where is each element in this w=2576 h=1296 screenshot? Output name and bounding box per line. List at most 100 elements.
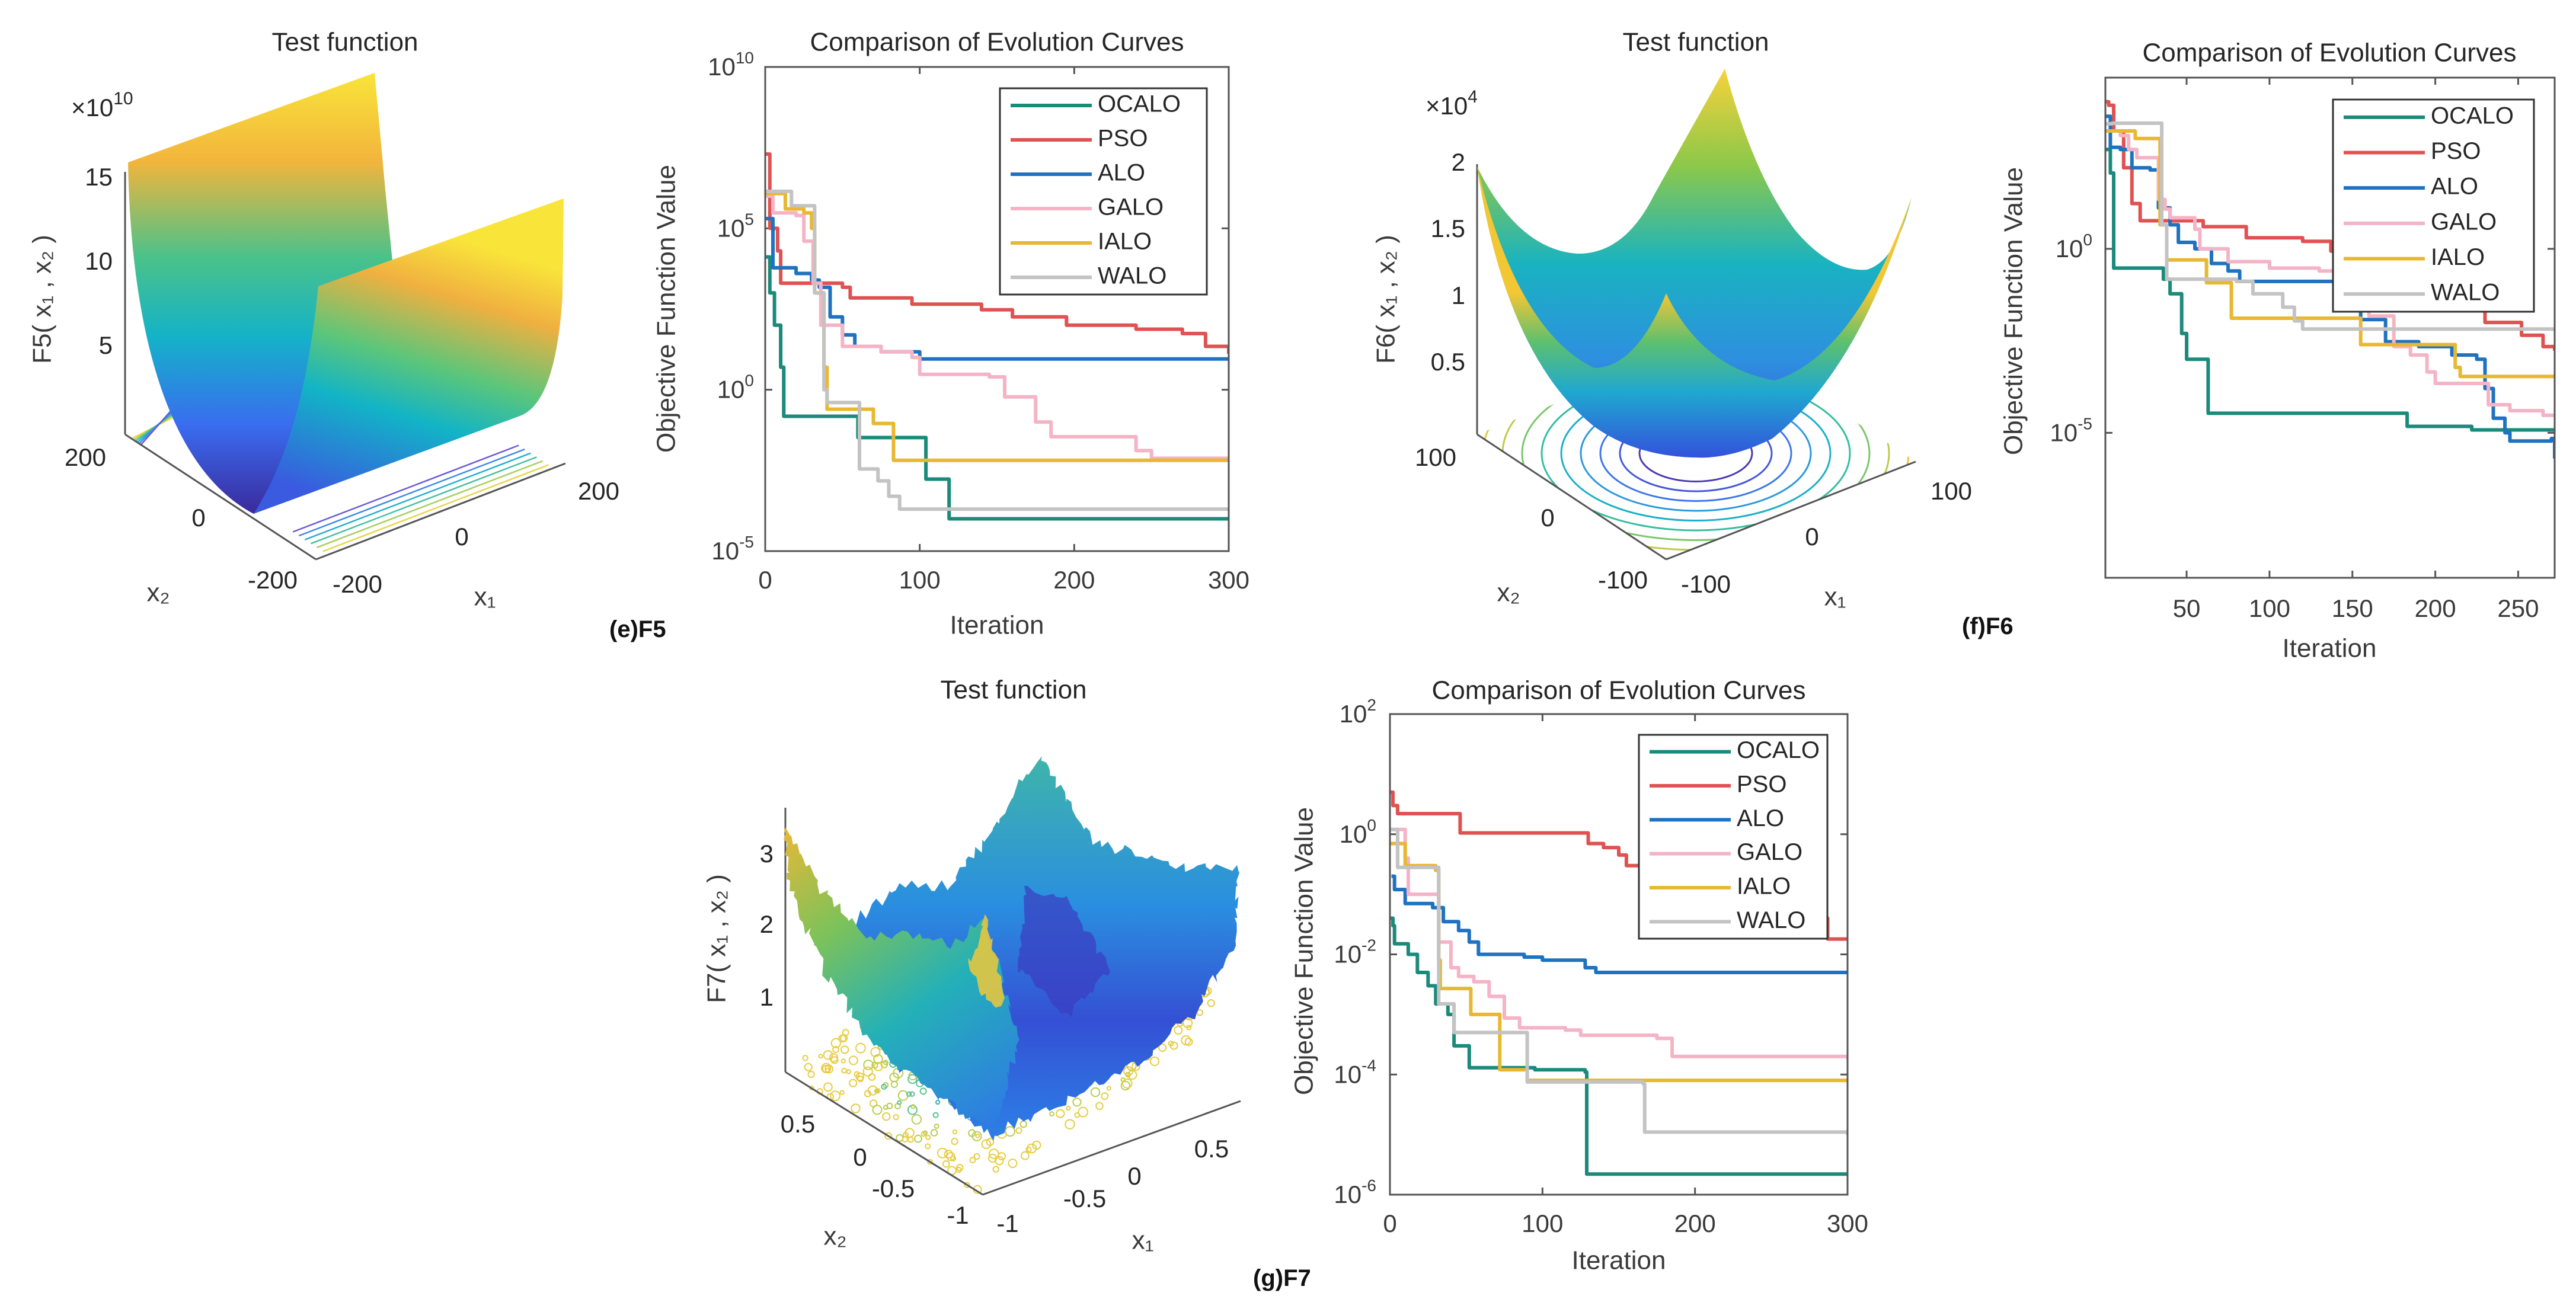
legend-item-galo: GALO — [2344, 209, 2497, 235]
f7-x2-label: x₂ — [823, 1222, 846, 1251]
legend-item-alo: ALO — [1650, 805, 1784, 831]
f6-series-walo — [2105, 121, 2555, 331]
f5-x2-tick: -200 — [248, 566, 298, 594]
legend-label: PSO — [2431, 138, 2481, 164]
contour-blob — [875, 1088, 881, 1094]
f7-x1-tick: -1 — [996, 1209, 1018, 1237]
contour-blob — [907, 1074, 918, 1084]
f7-z-tick: 3 — [760, 840, 774, 868]
f7-z-label: F7( x₁ , x₂ ) — [702, 874, 731, 1003]
f5-x-tick-label: 0 — [758, 566, 772, 594]
f7-series-galo — [1390, 827, 1848, 1060]
f7-series-walo — [1390, 827, 1848, 1135]
contour-blob — [804, 1063, 813, 1071]
f5-x-tick-label: 100 — [899, 566, 941, 594]
contour-blob — [992, 1166, 999, 1173]
contour-line — [304, 452, 531, 540]
f6-x1-label: x₁ — [1824, 583, 1846, 612]
legend-label: IALO — [1737, 873, 1791, 900]
legend-label: IALO — [1098, 229, 1152, 255]
f7-surface-valley — [1017, 885, 1111, 1017]
contour-blob — [919, 1087, 927, 1095]
legend-label: ALO — [2431, 174, 2478, 200]
contour-blob — [848, 1055, 858, 1065]
f5-y-tick-label: 10-5 — [711, 533, 754, 565]
legend-label: WALO — [1098, 263, 1166, 289]
contour-blob — [981, 1139, 992, 1150]
f5-x1-tick: 200 — [578, 477, 619, 505]
contour-blob — [855, 1042, 866, 1054]
contour-blob — [930, 1129, 938, 1137]
f6-legend: OCALO PSO ALO GALO IALO WALO — [2332, 98, 2535, 313]
contour-blob — [937, 1147, 948, 1159]
f5-surface-right-wall — [254, 199, 564, 514]
legend-item-walo: WALO — [1650, 907, 1805, 933]
f5-convergence-chart: Comparison of Evolution Curves Iteration O… — [652, 28, 1249, 640]
legend-label: OCALO — [2431, 103, 2514, 129]
f7-convergence-chart: Comparison of Evolution Curves Iteration O… — [1290, 676, 1868, 1275]
contour-blob — [864, 1090, 872, 1097]
legend-label: OCALO — [1737, 737, 1820, 763]
legend-item-ocalo: OCALO — [1011, 91, 1181, 117]
f7-x1-tick: 0 — [1127, 1162, 1141, 1190]
contour-blob — [1120, 1080, 1131, 1091]
f7-surface-plot: Test function 1 2 3 0.5 0 -0.5 -1 -1 -0.… — [702, 676, 1241, 1255]
f5-surface-title: Test function — [271, 28, 418, 57]
f5-z-tick: 5 — [99, 331, 113, 359]
f5-x-tick-label: 200 — [1053, 566, 1095, 594]
contour-blob — [956, 1164, 964, 1172]
panel-label-e: (e)F5 — [609, 616, 666, 642]
f7-surface-title: Test function — [940, 676, 1086, 705]
contour-blob — [863, 1060, 874, 1070]
f6-surface-title: Test function — [1622, 28, 1769, 57]
contour-blob — [1015, 1127, 1022, 1134]
contour-blob — [1196, 1009, 1203, 1016]
legend-label: IALO — [2431, 244, 2485, 270]
contour-blob — [896, 1134, 904, 1142]
legend-item-ialo: IALO — [1650, 873, 1791, 900]
f6-x1-axis — [1666, 460, 1916, 561]
contour-blob — [821, 1063, 832, 1074]
f7-x2-tick: -1 — [947, 1201, 969, 1229]
f7-x2-tick: -0.5 — [872, 1175, 915, 1202]
f6-x2-tick: 100 — [1415, 443, 1456, 471]
f6-series-ocalo — [2105, 148, 2555, 432]
contour-blob — [841, 1067, 848, 1074]
contour-blob — [1149, 1056, 1160, 1067]
contour-blob — [862, 1066, 873, 1077]
f7-x-tick-label: 100 — [1522, 1209, 1563, 1237]
contour-blob — [925, 1143, 931, 1150]
contour-line — [292, 444, 519, 533]
contour-blob — [1101, 1092, 1109, 1100]
f7-surface-peak — [968, 914, 1005, 1008]
contour-blob — [988, 1153, 998, 1163]
f7-x1-tick: -0.5 — [1063, 1185, 1106, 1212]
f5-series-walo — [765, 189, 1229, 511]
f5-x-tick-label: 300 — [1208, 566, 1249, 594]
legend-item-galo: GALO — [1011, 194, 1164, 220]
f5-surface-plot: Test function ×1010 5 10 15 200 0 -200 -… — [28, 28, 619, 612]
f7-x2-tick: 0 — [853, 1143, 867, 1171]
f5-y-tick-label: 1010 — [708, 49, 754, 81]
f7-y-tick-label: 10-6 — [1334, 1176, 1376, 1208]
contour-blob — [909, 1091, 915, 1097]
f5-chart-title: Comparison of Evolution Curves — [810, 28, 1184, 57]
f5-x2-tick: 0 — [191, 504, 205, 532]
f6-z-tick: 0.5 — [1431, 348, 1465, 376]
panel-label-f: (f)F6 — [1962, 613, 2014, 639]
contour-blob — [1072, 1097, 1082, 1107]
f7-legend: OCALO PSO ALO GALO IALO WALO — [1638, 734, 1829, 940]
contour-blob — [934, 1124, 939, 1129]
f5-y-tick-label: 100 — [717, 372, 754, 404]
f7-x2-tick: 0.5 — [781, 1110, 815, 1138]
legend-item-galo: GALO — [1650, 839, 1802, 865]
contour-blob — [952, 1129, 958, 1135]
contour-blob — [897, 1100, 902, 1105]
f6-z-label: F6( x₁ , x₂ ) — [1372, 235, 1401, 364]
legend-item-pso: PSO — [1650, 772, 1786, 798]
f5-x2-tick: 200 — [65, 443, 106, 471]
contour-blob — [882, 1112, 891, 1121]
f7-x-tick-label: 300 — [1827, 1209, 1868, 1237]
contour-blob — [893, 1114, 899, 1121]
